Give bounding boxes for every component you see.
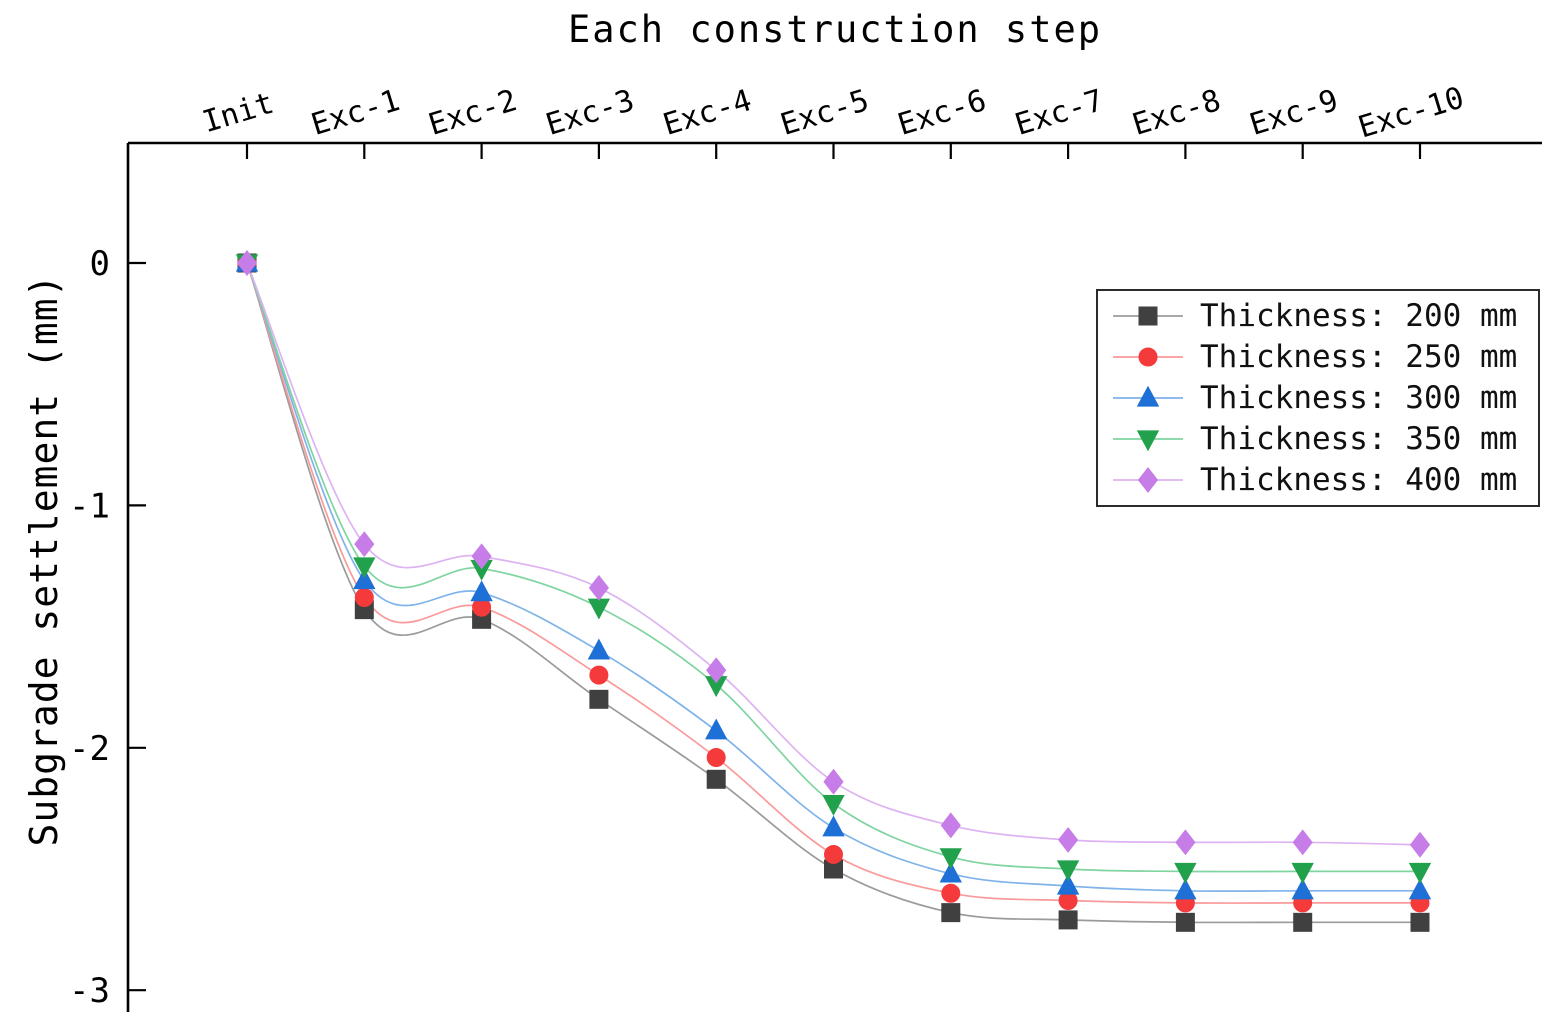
data-point	[823, 768, 844, 795]
data-point	[1293, 912, 1313, 932]
data-point	[353, 568, 376, 590]
legend-item: Thickness: 300 mm	[1110, 378, 1538, 418]
legend-marker-diamond	[1113, 467, 1183, 494]
y-tick-label: -2	[69, 729, 110, 769]
y-tick-label: -3	[69, 971, 110, 1011]
data-point	[588, 574, 609, 601]
data-point	[354, 531, 375, 558]
data-point	[1410, 912, 1430, 932]
data-point	[706, 657, 727, 684]
data-point	[471, 543, 492, 570]
legend-label: Thickness: 250 mm	[1200, 338, 1518, 375]
data-point	[1408, 862, 1432, 884]
legend-marker	[1138, 347, 1158, 367]
legend-marker	[1137, 467, 1159, 494]
data-point	[1409, 831, 1431, 858]
legend-label: Thickness: 200 mm	[1200, 297, 1518, 334]
data-point	[705, 718, 728, 740]
data-point	[941, 903, 961, 923]
legend-marker	[1136, 430, 1160, 452]
x-tick-label: Exc-6	[894, 83, 991, 143]
data-point	[1174, 862, 1197, 884]
x-tick-label: Exc-7	[1011, 83, 1108, 143]
data-point	[1056, 860, 1080, 882]
x-tick-label: Exc-9	[1246, 83, 1343, 143]
data-point	[236, 250, 258, 276]
data-point	[470, 580, 493, 602]
data-point	[822, 794, 845, 816]
data-point	[939, 848, 962, 870]
data-point	[353, 557, 376, 579]
y-tick-label: -1	[69, 486, 110, 526]
series-line	[246, 262, 1420, 873]
legend-marker-square	[1113, 306, 1183, 326]
data-point	[706, 769, 726, 789]
data-point	[587, 638, 611, 660]
data-point	[1292, 829, 1313, 856]
data-point	[587, 598, 611, 620]
data-point	[1291, 878, 1314, 900]
legend-label: Thickness: 300 mm	[1200, 379, 1518, 416]
x-tick-label: Exc-10	[1354, 80, 1468, 145]
data-point	[1408, 878, 1432, 900]
x-tick-label: Exc-2	[425, 83, 522, 143]
data-point	[1058, 826, 1079, 853]
data-point	[589, 689, 609, 709]
x-tick-label: Exc-1	[307, 83, 404, 143]
data-point	[824, 844, 843, 864]
legend-marker-circle	[1113, 347, 1183, 367]
legend-marker-triangle-down	[1113, 430, 1183, 452]
data-point	[939, 861, 962, 883]
x-tick-label: Exc-3	[542, 83, 639, 143]
data-point	[1175, 912, 1195, 932]
legend: Thickness: 200 mm Thickness: 250 mm Thic…	[1096, 289, 1540, 507]
data-point	[589, 665, 609, 685]
legend-item: Thickness: 400 mm	[1110, 460, 1538, 500]
series-line	[246, 262, 1420, 893]
data-point	[940, 812, 961, 839]
x-tick-label: Exc-8	[1128, 83, 1225, 143]
data-point	[822, 815, 845, 837]
data-point	[1291, 862, 1314, 884]
x-tick-label: Exc-4	[659, 83, 756, 143]
y-tick-label: 0	[90, 244, 110, 284]
x-tick-label: Init	[199, 86, 278, 141]
x-tick-label: Exc-5	[776, 83, 873, 143]
chart-title: Each construction step	[567, 8, 1103, 51]
legend-label: Thickness: 350 mm	[1200, 421, 1518, 458]
legend-label: Thickness: 400 mm	[1200, 462, 1518, 499]
data-point	[1056, 873, 1080, 895]
legend-marker	[1138, 306, 1158, 326]
data-point	[1058, 910, 1078, 930]
legend-item: Thickness: 350 mm	[1110, 419, 1538, 459]
legend-marker	[1136, 385, 1160, 407]
data-point	[1174, 878, 1197, 900]
data-point	[354, 588, 374, 608]
legend-item: Thickness: 200 mm	[1110, 296, 1538, 336]
legend-item: Thickness: 250 mm	[1110, 337, 1538, 377]
data-point	[941, 883, 961, 903]
data-point	[706, 747, 726, 767]
data-point	[1175, 829, 1196, 856]
legend-marker-triangle-up	[1113, 385, 1183, 407]
